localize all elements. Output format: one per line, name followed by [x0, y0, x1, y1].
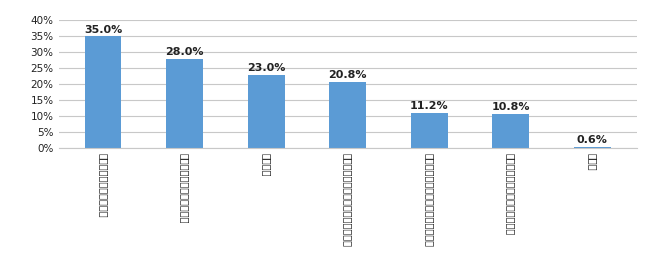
Text: 28.0%: 28.0%: [166, 47, 204, 57]
Bar: [248, 75, 285, 148]
Bar: [411, 113, 448, 148]
Text: 10.8%: 10.8%: [491, 102, 530, 112]
Text: 23.0%: 23.0%: [247, 63, 285, 73]
Bar: [166, 59, 203, 148]
Bar: [493, 114, 529, 148]
Bar: [330, 82, 366, 148]
Text: 20.8%: 20.8%: [328, 70, 367, 80]
Bar: [84, 36, 122, 148]
Text: 11.2%: 11.2%: [410, 101, 448, 111]
Text: 0.6%: 0.6%: [577, 135, 608, 145]
Text: 35.0%: 35.0%: [84, 25, 122, 35]
Bar: [574, 146, 611, 148]
